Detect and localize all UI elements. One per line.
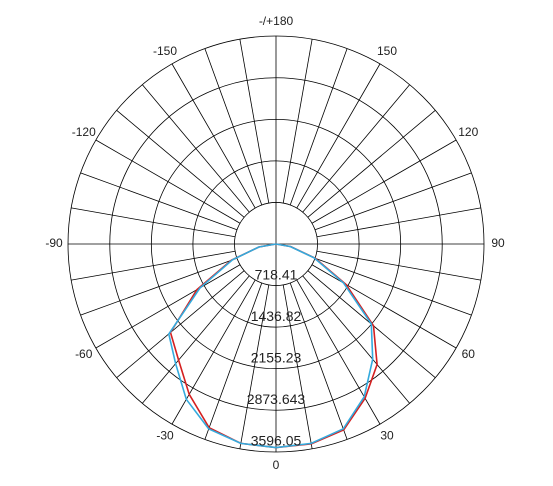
ring — [109, 77, 443, 411]
r-tick-label: 2873.643 — [247, 391, 306, 407]
theta-tick-label: -30 — [156, 428, 174, 442]
theta-tick-label: 30 — [380, 428, 394, 442]
ring — [67, 35, 485, 453]
theta-tick-label: -90 — [45, 236, 63, 250]
r-tick-label: 3596.05 — [251, 433, 302, 449]
theta-tick-label: 90 — [491, 236, 505, 250]
ring — [150, 118, 402, 370]
ring — [192, 160, 360, 328]
grid — [67, 35, 485, 453]
series-line — [167, 243, 374, 449]
theta-tick-label: 60 — [462, 347, 476, 361]
r-tick-label: 1436.82 — [251, 308, 302, 324]
r-tick-label: 718.41 — [255, 266, 298, 282]
theta-tick-label: 120 — [458, 125, 478, 139]
theta-tick-label: -60 — [75, 347, 93, 361]
theta-tick-label: -/+180 — [259, 14, 294, 28]
r-tick-label: 2155.23 — [251, 349, 302, 365]
theta-tick-label: -150 — [153, 44, 177, 58]
theta-tick-label: 0 — [273, 458, 280, 472]
ring — [234, 202, 318, 286]
theta-tick-label: 150 — [377, 44, 397, 58]
theta-tick-label: -120 — [72, 125, 96, 139]
